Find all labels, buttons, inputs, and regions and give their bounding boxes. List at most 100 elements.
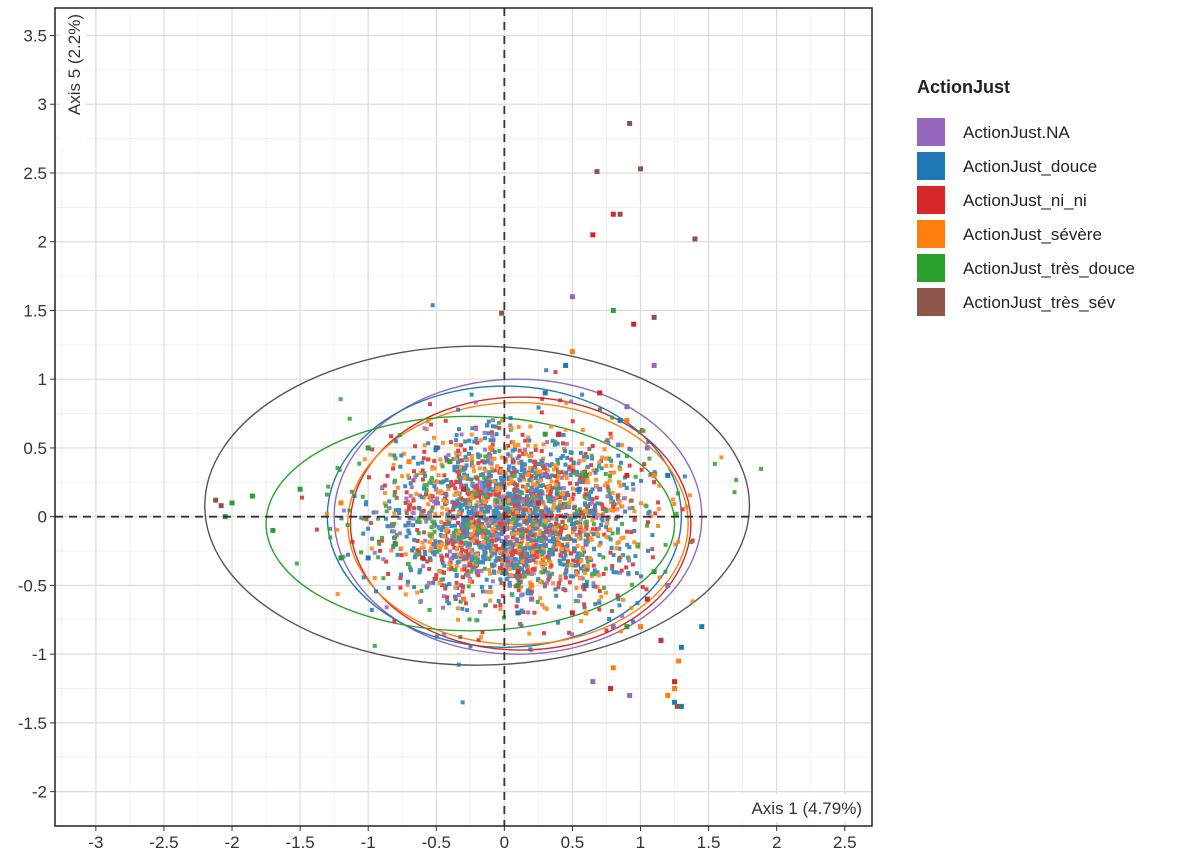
cloud-point	[533, 471, 538, 476]
cloud-point	[489, 538, 494, 543]
cloud-point	[412, 585, 417, 590]
cloud-point	[436, 473, 441, 478]
cloud-point	[574, 508, 579, 513]
cloud-point	[529, 451, 534, 456]
cloud-point	[481, 515, 486, 520]
cloud-point	[483, 488, 488, 493]
cloud-point	[502, 477, 507, 482]
cloud-point	[615, 507, 620, 512]
cloud-point	[517, 454, 522, 459]
cloud-point	[451, 456, 456, 461]
cloud-point	[558, 574, 563, 579]
cloud-point	[453, 597, 458, 602]
cloud-point	[489, 430, 494, 435]
cloud-point	[592, 508, 597, 513]
y-axis-title-group: Axis 5 (2.2%)	[60, 12, 86, 148]
cloud-point	[454, 433, 459, 438]
cloud-point	[385, 473, 390, 478]
cloud-point	[403, 592, 408, 597]
cloud-point	[629, 582, 634, 587]
cloud-point	[657, 575, 662, 580]
cloud-point	[469, 579, 474, 584]
cloud-point	[341, 508, 346, 513]
cloud-point	[490, 530, 495, 535]
cloud-point	[433, 545, 438, 550]
cloud-point	[537, 532, 542, 537]
cloud-point	[437, 569, 442, 574]
cloud-point	[591, 563, 596, 568]
cloud-point	[583, 451, 588, 456]
cloud-point	[586, 513, 591, 518]
cloud-point	[498, 475, 503, 480]
cloud-point	[614, 570, 619, 575]
data-point	[651, 472, 657, 478]
cloud-point	[495, 464, 500, 469]
cloud-point	[559, 456, 564, 461]
cloud-point	[571, 468, 576, 473]
cloud-point	[575, 513, 580, 518]
cloud-point	[558, 553, 563, 558]
cloud-point	[363, 502, 368, 507]
cloud-point	[553, 482, 558, 487]
cloud-point	[525, 588, 530, 593]
cloud-point	[585, 532, 590, 537]
cloud-point	[585, 539, 590, 544]
cloud-point	[462, 567, 467, 572]
data-point	[392, 541, 398, 547]
cloud-point	[368, 520, 373, 525]
cloud-point	[476, 518, 481, 523]
cloud-point	[483, 436, 488, 441]
cloud-point	[515, 495, 520, 500]
cloud-point	[580, 576, 585, 581]
cloud-point	[627, 506, 632, 511]
cloud-point	[432, 529, 437, 534]
cloud-point	[422, 495, 427, 500]
cloud-point	[376, 539, 381, 544]
cloud-point	[581, 549, 586, 554]
cloud-point	[491, 513, 496, 518]
data-point	[556, 431, 562, 437]
cloud-point	[455, 514, 460, 519]
cloud-point	[384, 605, 389, 610]
cloud-point	[595, 526, 600, 531]
cloud-point	[604, 463, 609, 468]
cloud-point	[544, 368, 549, 373]
data-point	[563, 362, 569, 368]
data-point	[672, 699, 678, 705]
cloud-point	[458, 443, 463, 448]
cloud-point	[550, 539, 555, 544]
cloud-point	[415, 538, 420, 543]
cloud-point	[571, 538, 576, 543]
cloud-point	[491, 547, 496, 552]
cloud-point	[529, 538, 534, 543]
cloud-point	[625, 529, 630, 534]
cloud-point	[444, 478, 449, 483]
cloud-point	[565, 543, 570, 548]
cloud-point	[475, 500, 480, 505]
cloud-point	[581, 546, 586, 551]
cloud-point	[589, 463, 594, 468]
data-point	[583, 541, 589, 547]
cloud-point	[601, 555, 606, 560]
cloud-point	[419, 494, 424, 499]
series-ActionJust_sévère	[338, 349, 682, 698]
cloud-point	[445, 599, 450, 604]
cloud-point	[465, 505, 470, 510]
cloud-point	[518, 552, 523, 557]
cloud-point	[529, 491, 534, 496]
cloud-point	[422, 473, 427, 478]
cloud-point	[583, 487, 588, 492]
cloud-point	[562, 446, 567, 451]
cloud-point	[508, 415, 513, 420]
cloud-point	[496, 599, 501, 604]
cloud-point	[438, 545, 443, 550]
cloud-point	[490, 418, 495, 423]
cloud-point	[410, 548, 415, 553]
cloud-point	[531, 490, 536, 495]
cloud-point	[508, 423, 513, 428]
cloud-point	[556, 474, 561, 479]
data-point	[556, 541, 562, 547]
cloud-point	[456, 407, 461, 412]
cloud-point	[554, 480, 559, 485]
cloud-point	[544, 529, 549, 534]
